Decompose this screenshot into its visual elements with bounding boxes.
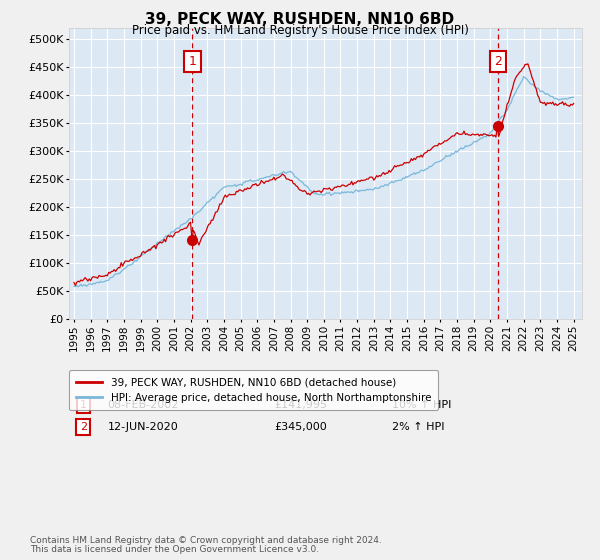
Text: 12-JUN-2020: 12-JUN-2020 xyxy=(107,422,178,432)
Text: 08-FEB-2002: 08-FEB-2002 xyxy=(107,400,179,410)
Text: 2% ↑ HPI: 2% ↑ HPI xyxy=(392,422,445,432)
Text: Contains HM Land Registry data © Crown copyright and database right 2024.: Contains HM Land Registry data © Crown c… xyxy=(30,536,382,545)
Text: £141,995: £141,995 xyxy=(274,400,327,410)
Text: 2: 2 xyxy=(494,55,502,68)
Text: £345,000: £345,000 xyxy=(274,422,327,432)
Text: This data is licensed under the Open Government Licence v3.0.: This data is licensed under the Open Gov… xyxy=(30,544,319,554)
Text: 1: 1 xyxy=(188,55,196,68)
Text: 10% ↑ HPI: 10% ↑ HPI xyxy=(392,400,452,410)
Text: Price paid vs. HM Land Registry's House Price Index (HPI): Price paid vs. HM Land Registry's House … xyxy=(131,24,469,37)
Text: 1: 1 xyxy=(80,400,87,410)
Legend: 39, PECK WAY, RUSHDEN, NN10 6BD (detached house), HPI: Average price, detached h: 39, PECK WAY, RUSHDEN, NN10 6BD (detache… xyxy=(69,370,439,410)
Text: 2: 2 xyxy=(80,422,87,432)
Text: 39, PECK WAY, RUSHDEN, NN10 6BD: 39, PECK WAY, RUSHDEN, NN10 6BD xyxy=(145,12,455,27)
